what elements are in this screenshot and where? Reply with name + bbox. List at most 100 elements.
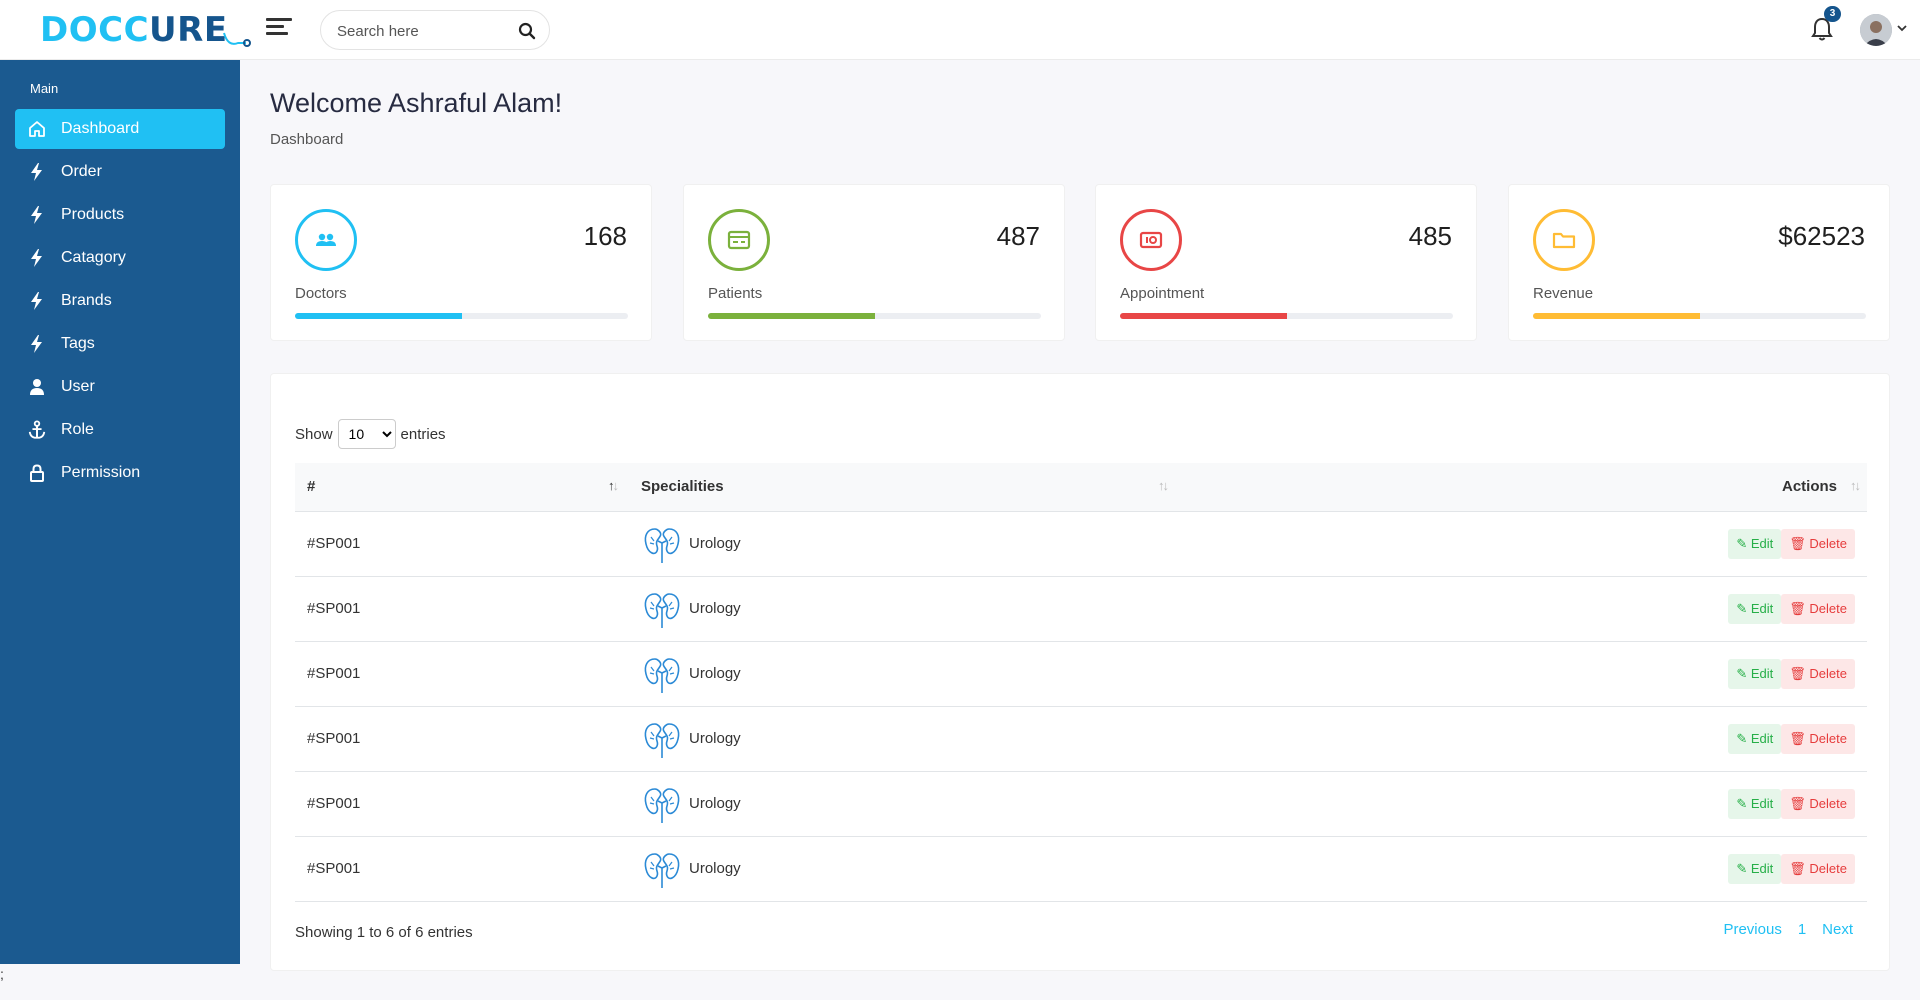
sidebar-item-order[interactable]: Order (15, 152, 225, 192)
delete-button[interactable]: 🗑 Delete (1781, 723, 1855, 754)
entries-label: entries (400, 425, 446, 443)
row-id: #SP001 (307, 665, 361, 682)
delete-button[interactable]: 🗑 Delete (1781, 528, 1855, 559)
stat-icon-circle (708, 209, 770, 271)
delete-button[interactable]: 🗑 Delete (1781, 853, 1855, 884)
specialities-table: # ↑↓ Specialities ↑↓ Actions ↑↓ #SP001 Ur… (295, 463, 1867, 902)
users-icon (316, 233, 336, 246)
stat-progress-fill (295, 313, 462, 319)
pagination-page-1[interactable]: 1 (1797, 921, 1807, 938)
stat-progress-bar (295, 313, 628, 319)
table-row: #SP001 Urology ✎ Edit 🗑 Delete (295, 641, 1867, 706)
bolt-icon (31, 335, 42, 353)
sidebar-item-dashboard[interactable]: Dashboard (15, 109, 225, 149)
show-entries: Show 10 entries (295, 419, 446, 449)
row-actions: ✎ Edit 🗑 Delete (1179, 641, 1867, 706)
sidebar-item-label: User (61, 378, 95, 395)
credit-card-icon (727, 230, 751, 250)
edit-button[interactable]: ✎ Edit (1728, 853, 1782, 884)
sidebar-item-user[interactable]: User (15, 367, 225, 407)
sidebar-item-label: Permission (61, 464, 141, 481)
stethoscope-icon (222, 32, 251, 47)
sort-icon: ↑↓ (1158, 478, 1169, 493)
bolt-icon (31, 163, 42, 181)
row-id: #SP001 (307, 535, 361, 552)
pagination-previous[interactable]: Previous (1723, 921, 1782, 938)
search-input[interactable] (337, 20, 507, 42)
pencil-icon: ✎ (1736, 795, 1748, 811)
bolt-icon (31, 249, 42, 267)
trash-icon: 🗑 (1789, 600, 1806, 616)
row-speciality: Urology (629, 706, 1179, 771)
edit-button[interactable]: ✎ Edit (1728, 788, 1782, 819)
stat-icon-circle (295, 209, 357, 271)
brand-logo-text: DOCCure (40, 10, 228, 50)
row-speciality: Urology (629, 641, 1179, 706)
delete-button[interactable]: 🗑 Delete (1781, 658, 1855, 689)
row-speciality: Urology (629, 576, 1179, 641)
speciality-name: Urology (689, 600, 741, 617)
breadcrumb: Dashboard (270, 131, 344, 148)
trash-icon: 🗑 (1789, 535, 1806, 551)
sort-icon: ↑↓ (1850, 478, 1861, 493)
sidebar-item-label: Products (61, 206, 125, 223)
specialities-table-card: Show 10 entries # ↑↓ Specialities ↑↓ Act… (270, 373, 1890, 971)
trash-icon: 🗑 (1789, 860, 1806, 876)
user-avatar-icon (1860, 14, 1892, 46)
lock-icon (30, 464, 44, 482)
edit-button[interactable]: ✎ Edit (1728, 528, 1782, 559)
speciality-name: Urology (689, 795, 741, 812)
stat-progress-bar (1120, 313, 1453, 319)
money-icon (1139, 231, 1163, 249)
stat-label: Doctors (295, 285, 347, 302)
sidebar-item-label: Tags (61, 335, 95, 352)
search-box (320, 10, 550, 50)
page-title: Welcome Ashraful Alam! (270, 88, 563, 118)
page-size-select[interactable]: 10 (337, 419, 396, 449)
sidebar-item-catagory[interactable]: Catagory (15, 238, 225, 278)
brand-logo[interactable]: DOCCure (40, 8, 252, 52)
kidney-icon (644, 592, 680, 628)
stat-progress-bar (1533, 313, 1866, 319)
sidebar-item-tags[interactable]: Tags (15, 324, 225, 364)
table-header-row: # ↑↓ Specialities ↑↓ Actions ↑↓ (295, 463, 1867, 512)
stat-card-patients: 487 Patients (683, 184, 1065, 341)
row-speciality: Urology (629, 836, 1179, 901)
row-id: #SP001 (307, 795, 361, 812)
pagination-next[interactable]: Next (1822, 921, 1853, 938)
column-header-specialities[interactable]: Specialities ↑↓ (629, 463, 1179, 512)
sidebar: Main Dashboard Order Products Catagory B… (0, 60, 240, 964)
kidney-icon (644, 787, 680, 823)
edit-button[interactable]: ✎ Edit (1728, 658, 1782, 689)
stat-progress-fill (1120, 313, 1287, 319)
stat-label: Appointment (1120, 285, 1205, 302)
edit-button[interactable]: ✎ Edit (1728, 593, 1782, 624)
trash-icon: 🗑 (1789, 795, 1806, 811)
chevron-down-icon[interactable] (1896, 22, 1908, 34)
sidebar-item-label: Order (61, 163, 102, 180)
row-id: #SP001 (307, 730, 361, 747)
sidebar-item-products[interactable]: Products (15, 195, 225, 235)
row-actions: ✎ Edit 🗑 Delete (1179, 511, 1867, 576)
avatar[interactable] (1860, 14, 1892, 46)
menu-toggle-icon[interactable] (266, 18, 292, 42)
pencil-icon: ✎ (1736, 600, 1748, 616)
sidebar-item-brands[interactable]: Brands (15, 281, 225, 321)
home-icon (29, 121, 45, 137)
column-header-id[interactable]: # ↑↓ (295, 463, 629, 512)
stat-card-doctors: 168 Doctors (270, 184, 652, 341)
edit-button[interactable]: ✎ Edit (1728, 723, 1782, 754)
search-icon[interactable] (517, 21, 537, 41)
sidebar-item-permission[interactable]: Permission (15, 453, 225, 493)
delete-button[interactable]: 🗑 Delete (1781, 593, 1855, 624)
trash-icon: 🗑 (1789, 665, 1806, 681)
sidebar-item-role[interactable]: Role (15, 410, 225, 450)
notification-badge: 3 (1824, 6, 1841, 22)
sidebar-item-label: Dashboard (61, 120, 140, 137)
column-header-actions[interactable]: Actions ↑↓ (1179, 463, 1867, 512)
pencil-icon: ✎ (1736, 535, 1748, 551)
stat-label: Revenue (1533, 285, 1594, 302)
stat-label: Patients (708, 285, 763, 302)
footer-text: ; (0, 966, 4, 982)
delete-button[interactable]: 🗑 Delete (1781, 788, 1855, 819)
